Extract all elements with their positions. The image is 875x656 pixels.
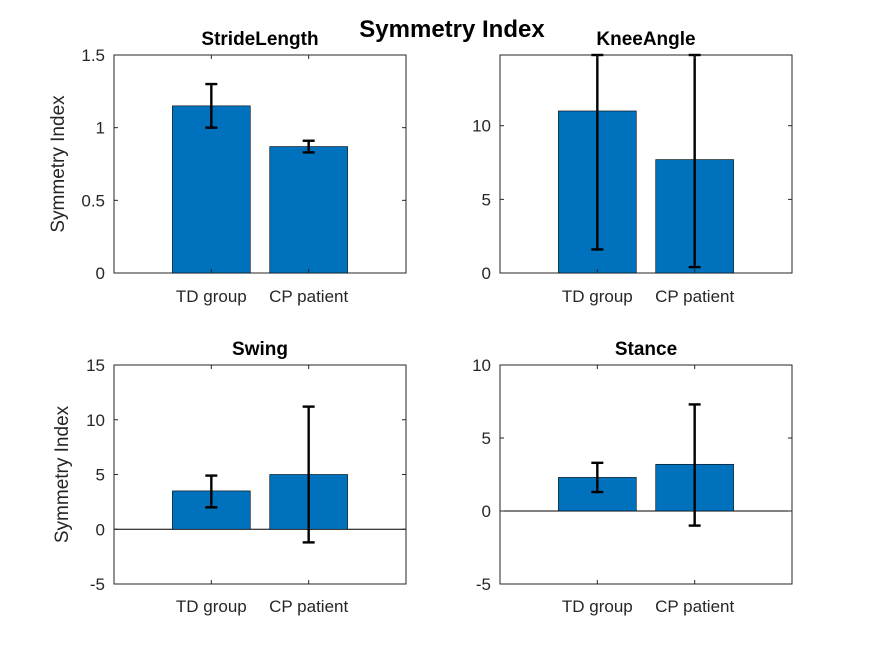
y-tick-label: 0 [482,264,491,283]
y-axis-label: Symmetry Index [52,405,73,543]
x-tick-label-td-group: TD group [176,597,247,616]
y-tick-label: 0.5 [81,191,105,210]
x-tick-label-cp-patient: CP patient [655,597,734,616]
y-tick-label: 0 [96,520,105,539]
x-tick-label-cp-patient: CP patient [655,287,734,306]
subplot-title: Swing [232,339,288,360]
subplot-knee-angle: KneeAngle TD group CP patient 0 5 10 [472,29,793,306]
y-tick-label: 5 [482,429,491,448]
error-bar-td-group [205,474,218,509]
subplot-title: KneeAngle [596,29,695,50]
x-tick-label-td-group: TD group [176,287,247,306]
subplot-stance: Stance TD group CP patient -5 0 5 10 [472,339,793,616]
y-tick-label: 10 [472,117,491,136]
x-tick-label-cp-patient: CP patient [269,287,348,306]
y-tick-label: 10 [472,356,491,375]
axes-box [113,364,407,585]
y-tick-label: -5 [90,575,105,594]
subplot-swing: Swing Symmetry Index TD group CP patient… [52,339,407,616]
y-tick-label: 10 [86,411,105,430]
axes-box [113,54,407,274]
subplot-stride-length: StrideLength Symmetry Index TD group CP … [48,29,407,306]
subplot-title: Stance [615,339,677,360]
error-bar-td-group [591,461,604,494]
y-tick-label: 0 [482,502,491,521]
y-tick-label: 5 [482,190,491,209]
axes-box [499,364,793,585]
y-tick-label: 5 [96,466,105,485]
error-bar-td-group [205,82,218,129]
error-bar-cp-patient [302,405,315,544]
subplot-title: StrideLength [201,29,318,50]
bar-cp-patient [269,146,348,274]
y-tick-label: 1 [96,119,105,138]
error-bar-cp-patient [688,403,701,527]
y-tick-label: -5 [476,575,491,594]
x-tick-label-cp-patient: CP patient [269,597,348,616]
axes-box [499,54,793,274]
error-bar-cp-patient [302,139,315,154]
x-tick-label-td-group: TD group [562,597,633,616]
y-tick-label: 0 [96,264,105,283]
y-axis-label: Symmetry Index [48,95,69,233]
x-tick-label-td-group: TD group [562,287,633,306]
y-tick-label: 15 [86,356,105,375]
y-tick-label: 1.5 [81,46,105,65]
figure-title: Symmetry Index [359,16,545,43]
bar-td-group [172,105,251,274]
